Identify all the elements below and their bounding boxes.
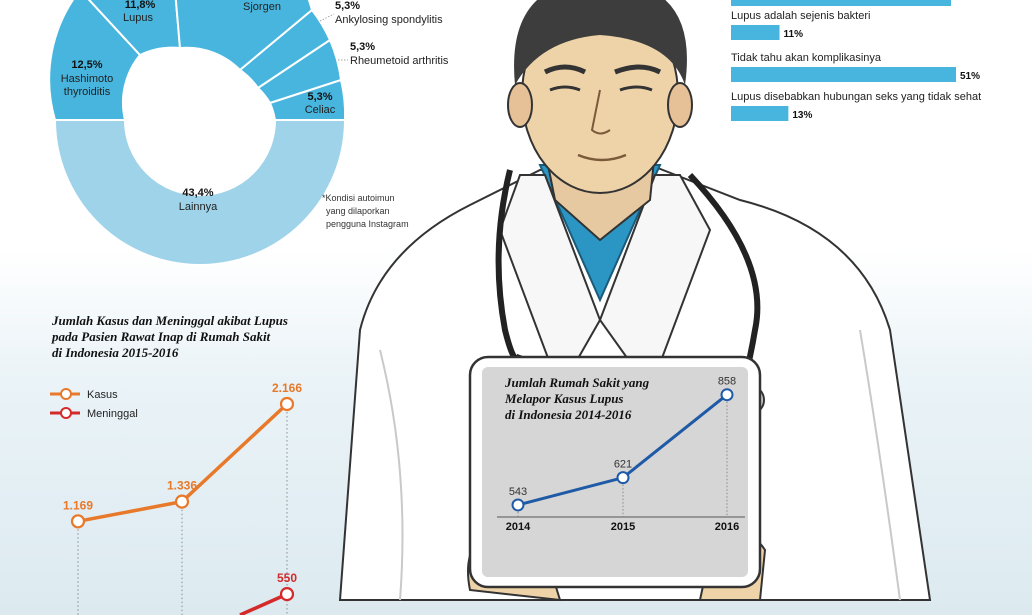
tablet-year-label-1: 2015	[611, 521, 635, 533]
ankylosing-label: Ankylosing spondylitis	[335, 14, 443, 26]
cases-title-2: pada Pasien Rawat Inap di Rumah Sakit	[51, 329, 271, 344]
ankylosing-value: 5,3%	[335, 0, 360, 12]
legend-meninggal-marker	[60, 407, 72, 419]
cases-title-3: di Indonesia 2015-2016	[52, 345, 179, 360]
footnote-2: yang dilaporkan	[326, 206, 390, 216]
tablet-title-1: Jumlah Rumah Sakit yang	[504, 375, 650, 390]
tablet	[468, 355, 762, 589]
tablet-value-label-1: 621	[614, 459, 632, 471]
lainnya-value: 43,4%	[182, 187, 213, 199]
survey-value-0: 11%	[784, 29, 804, 40]
donut-slice-sjorgen	[174, 0, 314, 72]
kasus-point-2	[279, 396, 295, 412]
hashimoto-value: 12,5%	[71, 59, 102, 71]
survey-bar-2	[731, 106, 789, 121]
tablet-point-2	[720, 388, 734, 402]
ankylosing-leader	[319, 13, 335, 22]
survey-bar-top	[731, 0, 951, 6]
kasus-value-label-2: 2.166	[272, 381, 302, 395]
donut-slice-celiac	[268, 78, 347, 121]
survey-bar-chart: Lupus adalah sejenis bakteri 11% Tidak tah…	[731, 10, 981, 121]
hashimoto-label-2: thyroiditis	[64, 86, 111, 98]
survey-value-1: 51%	[960, 71, 980, 82]
survey-value-2: 13%	[792, 110, 812, 121]
meninggal-series-line	[239, 592, 288, 615]
footnote-3: pengguna Instagram	[326, 219, 409, 229]
tablet-year-label-0: 2014	[506, 521, 531, 533]
sjorgen-label: Sjorgen	[243, 1, 281, 13]
meninggal-value-label-2: 550	[277, 571, 297, 585]
cases-line-chart: 1.169 1.336 2.166 550	[63, 381, 302, 615]
donut-chart	[48, 0, 347, 266]
lupus-value: 11,8%	[125, 0, 156, 11]
hashimoto-label-1: Hashimoto	[61, 73, 114, 85]
kasus-point-1	[174, 494, 190, 509]
donut-slice-hashimoto	[48, 0, 142, 121]
survey-label-1: Tidak tahu akan komplikasinya	[731, 52, 882, 64]
tablet-year-label-2: 2016	[715, 521, 739, 533]
legend-meninggal-label: Meninggal	[87, 408, 138, 420]
rheumatoid-value: 5,3%	[350, 41, 375, 53]
kasus-value-label-1: 1.336	[167, 479, 197, 493]
lupus-label: Lupus	[123, 12, 153, 24]
tablet-value-label-2: 858	[718, 376, 736, 388]
lainnya-label: Lainnya	[179, 201, 218, 213]
kasus-point-0	[70, 514, 86, 529]
tablet-point-0	[511, 498, 525, 512]
survey-bar-0	[731, 25, 780, 40]
legend-kasus-label: Kasus	[87, 389, 118, 401]
footnote-1: *Kondisi autoimun	[322, 193, 395, 203]
survey-label-2: Lupus disebabkan hubungan seks yang tida…	[731, 91, 981, 103]
tablet-title-3: di Indonesia 2014-2016	[505, 407, 632, 422]
survey-bar-1	[731, 67, 956, 82]
celiac-label: Celiac	[305, 104, 336, 116]
kasus-value-label-0: 1.169	[63, 498, 93, 512]
tablet-value-label-0: 543	[509, 486, 527, 498]
donut-slice-lainnya	[53, 119, 347, 266]
cases-title-1: Jumlah Kasus dan Meninggal akibat Lupus	[51, 313, 288, 328]
meninggal-point-2	[279, 587, 295, 602]
tablet-title-2: Melapor Kasus Lupus	[504, 391, 623, 406]
survey-label-0: Lupus adalah sejenis bakteri	[731, 10, 870, 22]
celiac-value: 5,3%	[307, 91, 332, 103]
legend-kasus-marker	[60, 388, 72, 400]
rheumatoid-label: Rheumetoid arthritis	[350, 55, 449, 67]
tablet-point-1	[616, 471, 630, 485]
tablet-line-chart: 543 2014 621 2015 858 2016	[506, 376, 739, 533]
